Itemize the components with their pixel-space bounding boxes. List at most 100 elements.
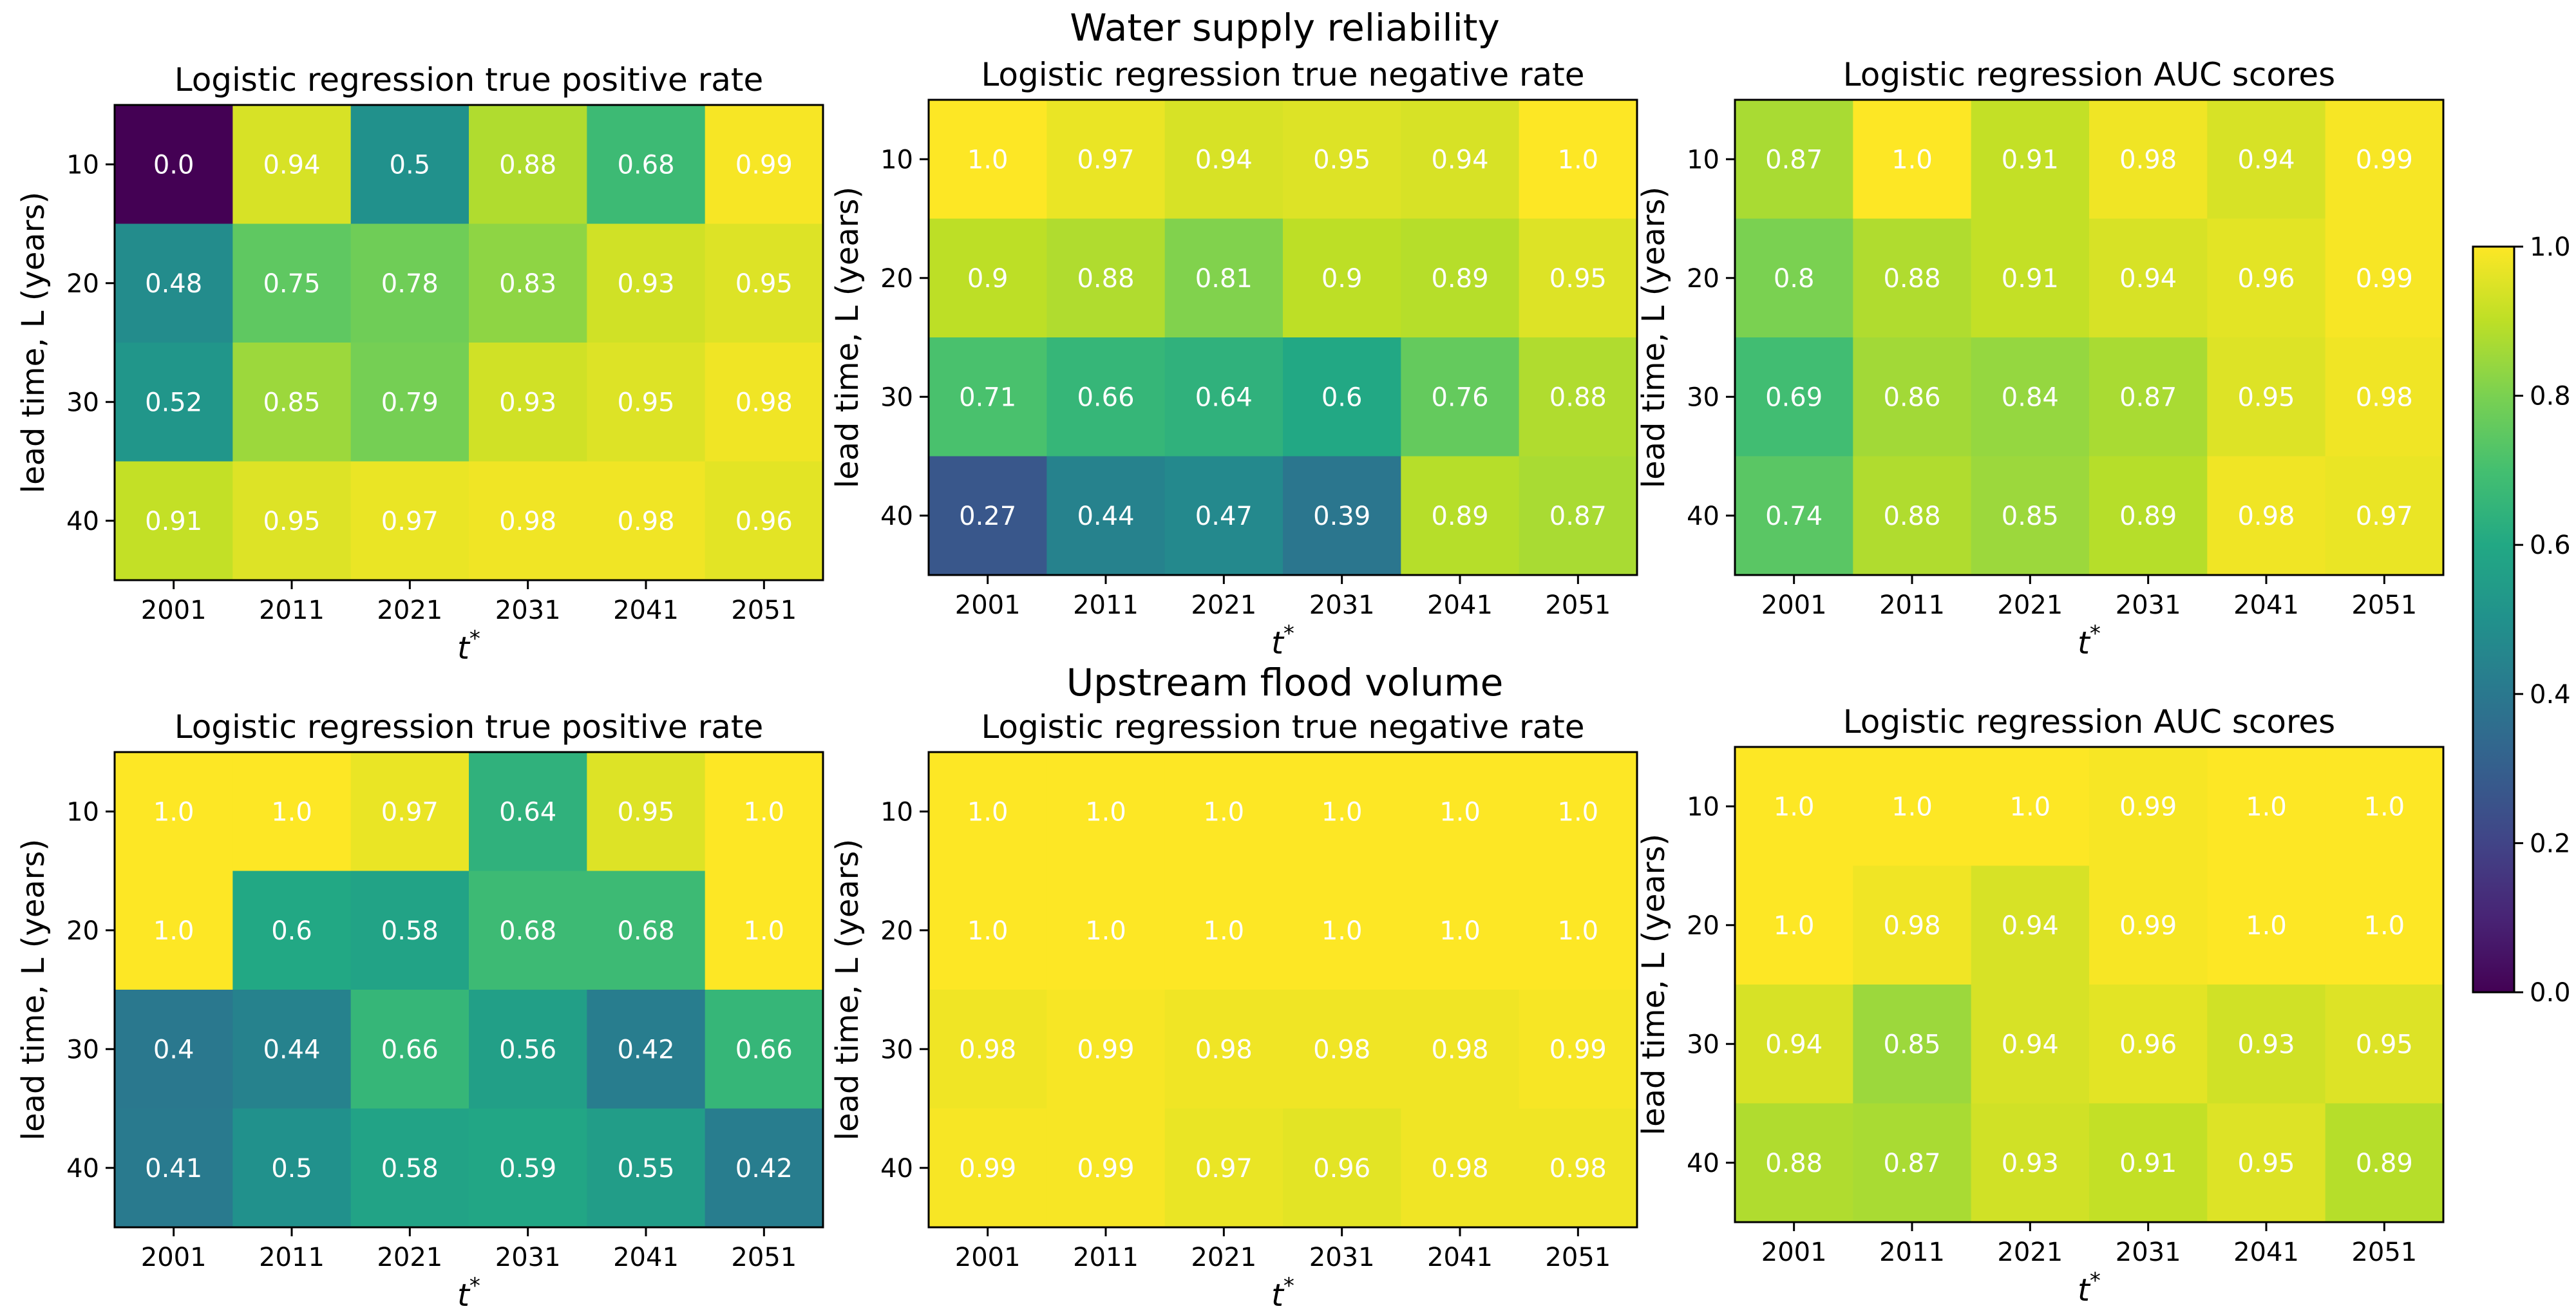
cell-value-label: 0.66 bbox=[735, 1035, 793, 1064]
cell-value-label: 0.99 bbox=[2119, 911, 2177, 941]
y-axis-label: lead time, L (years) bbox=[15, 839, 52, 1141]
panel-title: Logistic regression AUC scores bbox=[1843, 56, 2335, 93]
heatmap-cell bbox=[115, 343, 233, 462]
x-axis-label: t* bbox=[457, 1273, 480, 1308]
cell-value-label: 0.99 bbox=[1077, 1035, 1134, 1064]
heatmap-cell bbox=[1971, 747, 2090, 866]
cell-value-label: 1.0 bbox=[1085, 797, 1126, 827]
cell-value-label: 0.59 bbox=[499, 1154, 556, 1184]
suptitle-flood-volume: Upstream flood volume bbox=[1066, 661, 1504, 704]
cell-value-label: 0.99 bbox=[2119, 792, 2177, 822]
heatmap-cell bbox=[587, 990, 706, 1109]
heatmap-cell bbox=[232, 752, 352, 871]
heatmap-cell bbox=[1735, 1103, 1853, 1223]
x-tick-label: 2001 bbox=[955, 590, 1021, 620]
heatmap-panel-2: 1.0 0.97 0.94 0.95 0.94 1.0 0.9 0.88 0.81 0.9 0.89… bbox=[829, 56, 1638, 661]
cell-value-label: 0.52 bbox=[145, 388, 202, 417]
x-tick-label: 2011 bbox=[259, 596, 325, 625]
heatmap-cell bbox=[929, 871, 1047, 990]
heatmap-cell bbox=[1164, 456, 1283, 576]
heatmap-cell bbox=[469, 752, 587, 871]
heatmap-cell bbox=[1401, 990, 1520, 1109]
x-tick-label: 2031 bbox=[2116, 1238, 2181, 1267]
heatmap-cell bbox=[705, 223, 824, 343]
x-axis-label: t* bbox=[1271, 621, 1294, 661]
heatmap-cell bbox=[1971, 100, 2090, 219]
heatmap-cell bbox=[115, 1108, 233, 1228]
axes-frame bbox=[1734, 746, 2445, 1223]
cell-value-label: 1.0 bbox=[2364, 911, 2405, 941]
cell-value-label: 0.94 bbox=[1195, 145, 1253, 174]
heatmap-cell bbox=[232, 1108, 352, 1228]
cell-value-label: 0.27 bbox=[959, 502, 1016, 531]
heatmap-cell bbox=[2207, 865, 2326, 985]
cell-value-label: 0.5 bbox=[390, 150, 431, 180]
cell-value-label: 1.0 bbox=[1558, 145, 1599, 174]
y-tick-label: 10 bbox=[66, 150, 99, 180]
heatmap-cell bbox=[2207, 1103, 2326, 1223]
cell-value-label: 0.87 bbox=[1549, 502, 1607, 531]
x-tick-label: 2001 bbox=[1761, 1238, 1827, 1267]
x-tick-label: 2021 bbox=[1997, 1238, 2063, 1267]
heatmap-cell bbox=[1283, 456, 1401, 576]
cell-value-label: 0.89 bbox=[2119, 502, 2177, 531]
cell-value-label: 1.0 bbox=[1439, 916, 1481, 946]
cell-value-label: 0.95 bbox=[617, 797, 674, 827]
heatmap-panel-1: 0.0 0.94 0.5 0.88 0.68 0.99 0.48 0.75 0.78 0.83 0.… bbox=[15, 61, 824, 666]
cell-value-label: 0.98 bbox=[735, 388, 793, 417]
x-axis-label: t* bbox=[1271, 1273, 1294, 1308]
y-tick-label: 30 bbox=[66, 388, 99, 417]
axes-frame bbox=[113, 751, 824, 1229]
cell-value-label: 0.97 bbox=[1195, 1154, 1253, 1184]
heatmap-cell bbox=[2207, 747, 2326, 866]
cell-value-label: 0.95 bbox=[263, 507, 320, 536]
cell-value-label: 0.81 bbox=[1195, 264, 1253, 294]
heatmap-cell bbox=[1853, 100, 1972, 219]
heatmap-panel-3: 0.87 1.0 0.91 0.98 0.94 0.99 0.8 0.88 0.91 0.94 0.… bbox=[1636, 56, 2445, 661]
cell-value-label: 0.98 bbox=[1313, 1035, 1370, 1064]
heatmap-cell bbox=[350, 343, 469, 462]
heatmap-cell bbox=[350, 223, 469, 343]
colorbar-frame bbox=[2472, 245, 2515, 994]
cell-value-label: 1.0 bbox=[1321, 916, 1363, 946]
heatmap-panel-6: 1.0 1.0 1.0 0.99 1.0 1.0 1.0 0.98 0.94 0.99 1.0 1.0… bbox=[1636, 703, 2445, 1308]
cell-value-label: 0.99 bbox=[735, 150, 793, 180]
colorbar-tick-label: 0.4 bbox=[2530, 680, 2571, 710]
heatmap-cell bbox=[115, 223, 233, 343]
cell-value-label: 0.6 bbox=[1321, 382, 1363, 412]
heatmap-cell bbox=[1283, 871, 1401, 990]
cell-value-label: 1.0 bbox=[1774, 911, 1815, 941]
x-tick-label: 2011 bbox=[1073, 1243, 1139, 1272]
heatmap-cell bbox=[232, 461, 352, 581]
heatmap-cell bbox=[1401, 1108, 1520, 1228]
heatmap-cell bbox=[2089, 337, 2208, 457]
cell-value-label: 0.88 bbox=[1883, 502, 1940, 531]
heatmap-cell bbox=[587, 461, 706, 581]
axes-frame bbox=[927, 751, 1638, 1229]
heatmap-cell bbox=[115, 461, 233, 581]
x-tick-label: 2041 bbox=[1427, 590, 1493, 620]
cell-value-label: 0.68 bbox=[617, 150, 674, 180]
heatmap-cell bbox=[929, 456, 1047, 576]
cell-value-label: 0.88 bbox=[1765, 1149, 1823, 1178]
cell-value-label: 1.0 bbox=[1558, 797, 1599, 827]
panel-title: Logistic regression true negative rate bbox=[981, 708, 1584, 746]
cell-value-label: 1.0 bbox=[744, 916, 785, 946]
heatmap-cell bbox=[232, 343, 352, 462]
y-tick-label: 20 bbox=[66, 916, 99, 946]
cell-value-label: 0.55 bbox=[617, 1154, 674, 1184]
heatmap-cell bbox=[469, 871, 587, 990]
x-tick-label: 2001 bbox=[955, 1243, 1021, 1272]
heatmap-cell bbox=[929, 100, 1047, 219]
heatmap-cell bbox=[2207, 218, 2326, 338]
cell-value-label: 1.0 bbox=[967, 145, 1009, 174]
cell-value-label: 0.97 bbox=[381, 797, 439, 827]
y-tick-label: 20 bbox=[1687, 911, 1719, 941]
y-tick-label: 20 bbox=[880, 916, 913, 946]
cell-value-label: 0.83 bbox=[499, 269, 556, 299]
cell-value-label: 0.41 bbox=[145, 1154, 202, 1184]
x-tick-label: 2041 bbox=[2233, 1238, 2299, 1267]
axes-frame bbox=[927, 99, 1638, 576]
cell-value-label: 1.0 bbox=[1774, 792, 1815, 822]
